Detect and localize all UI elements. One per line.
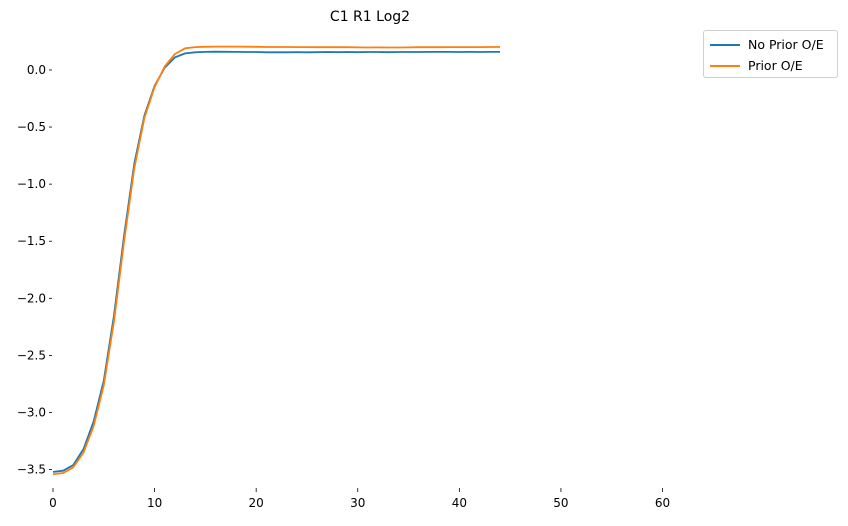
- series-line-1: [52, 45, 500, 475]
- y-tick-label: −2.0: [17, 291, 46, 305]
- y-axis: −3.5 −3.0 −2.5 −2.0 −1.5 −1.0 −0.5 0.0: [17, 63, 52, 477]
- legend-swatch-no-prior: [710, 43, 740, 46]
- y-tick-label: −1.5: [17, 234, 46, 248]
- x-tick-label: 30: [350, 496, 365, 510]
- y-tick-label: −3.5: [17, 463, 46, 477]
- plot-area: [52, 45, 500, 475]
- legend-label-prior: Prior O/E: [748, 58, 803, 73]
- x-tick-label: 40: [452, 496, 467, 510]
- x-tick-label: 20: [249, 496, 264, 510]
- legend-swatch-prior: [710, 64, 740, 67]
- legend-entry-no-prior: No Prior O/E: [710, 34, 831, 55]
- y-tick-label: −1.0: [17, 177, 46, 191]
- legend: No Prior O/E Prior O/E: [703, 30, 838, 78]
- legend-label-no-prior: No Prior O/E: [748, 37, 824, 52]
- y-tick-label: −0.5: [17, 120, 46, 134]
- chart-title: C1 R1 Log2: [330, 9, 410, 25]
- y-tick-label: −3.0: [17, 405, 46, 419]
- x-tick-label: 60: [655, 496, 670, 510]
- x-tick-label: 10: [147, 496, 162, 510]
- series-line-0: [52, 50, 500, 473]
- legend-entry-prior: Prior O/E: [710, 55, 831, 76]
- x-tick-label: 0: [49, 496, 57, 510]
- y-tick-label: −2.5: [17, 348, 46, 362]
- y-tick-label: 0.0: [27, 63, 46, 77]
- x-axis: 0 10 20 30 40 50 60: [49, 488, 670, 510]
- x-tick-label: 50: [553, 496, 568, 510]
